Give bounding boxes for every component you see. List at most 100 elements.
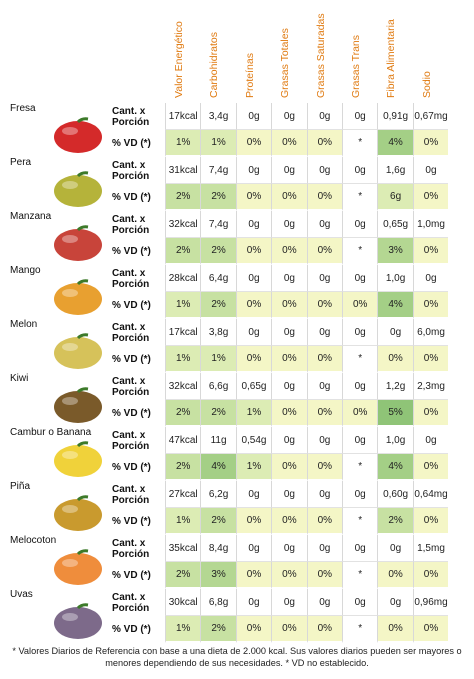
daily-value-cell: 0% xyxy=(306,562,342,589)
quantity-cell: 31kcal xyxy=(165,157,201,184)
daily-value-cell: 2% xyxy=(165,184,201,211)
quantity-cell: 0g xyxy=(271,157,307,184)
daily-value-cell: 0% xyxy=(271,400,307,427)
fruit-name: Piña xyxy=(10,481,31,492)
daily-value-cell: 2% xyxy=(200,292,236,319)
fruit-name: Cambur o Banana xyxy=(10,427,92,438)
quantity-cell: 0g xyxy=(235,319,272,346)
row-label: Cant. x Porción xyxy=(112,375,150,398)
daily-value-cell: 0% xyxy=(306,184,342,211)
daily-value-cell: 1% xyxy=(165,508,201,535)
quantity-cell: 1,0g xyxy=(377,265,413,292)
fruit-name: Melocoton xyxy=(10,535,57,546)
row-label: % VD (*) xyxy=(112,192,151,203)
quantity-cell: 0g xyxy=(235,103,272,130)
daily-value-cell: * xyxy=(342,238,378,265)
quantity-cell: 6,2g xyxy=(200,481,236,508)
daily-value-cell: 0% xyxy=(412,616,449,643)
row-label: % VD (*) xyxy=(112,624,151,635)
quantity-cell: 32kcal xyxy=(165,373,201,400)
quantity-cell: 0g xyxy=(342,589,378,616)
quantity-cell: 30kcal xyxy=(165,589,201,616)
row-label: Cant. x Porción xyxy=(112,213,150,236)
quantity-cell: 0g xyxy=(235,481,272,508)
daily-value-cell: * xyxy=(342,562,378,589)
daily-value-cell: 1% xyxy=(235,454,272,481)
quantity-cell: 0g xyxy=(412,265,449,292)
quantity-cell: 3,8g xyxy=(200,319,236,346)
column-header: Valor Energético xyxy=(173,21,185,98)
quantity-cell: 0g xyxy=(235,589,272,616)
row-label: Cant. x Porción xyxy=(112,159,150,182)
quantity-cell: 0,65g xyxy=(377,211,413,238)
daily-value-cell: 2% xyxy=(200,400,236,427)
row-label: Cant. x Porción xyxy=(112,267,150,290)
quantity-cell: 0g xyxy=(342,103,378,130)
quantity-cell: 6,6g xyxy=(200,373,236,400)
fruit-name: Mango xyxy=(10,265,41,276)
daily-value-cell: 2% xyxy=(200,184,236,211)
daily-value-cell: 0% xyxy=(271,346,307,373)
quantity-cell: 0g xyxy=(306,157,342,184)
daily-value-cell: 1% xyxy=(200,346,236,373)
quantity-cell: 0g xyxy=(306,481,342,508)
quantity-cell: 0g xyxy=(377,589,413,616)
daily-value-cell: 0% xyxy=(412,508,449,535)
quantity-cell: 0,91g xyxy=(377,103,413,130)
quantity-cell: 0g xyxy=(342,373,378,400)
quantity-cell: 0,60g xyxy=(377,481,413,508)
column-header: Sodio xyxy=(420,71,433,98)
daily-value-cell: 1% xyxy=(165,616,201,643)
daily-value-cell: 0% xyxy=(235,562,272,589)
daily-value-cell: 4% xyxy=(377,292,413,319)
daily-value-cell: 0% xyxy=(271,238,307,265)
quantity-cell: 0g xyxy=(235,265,272,292)
quantity-cell: 0g xyxy=(306,265,342,292)
column-header: Grasas Totales xyxy=(279,28,292,98)
daily-value-cell: 0% xyxy=(412,238,449,265)
quantity-cell: 0g xyxy=(235,157,272,184)
daily-value-cell: 4% xyxy=(200,454,236,481)
daily-value-cell: 0% xyxy=(306,508,342,535)
daily-value-cell: 3% xyxy=(200,562,236,589)
quantity-cell: 0g xyxy=(271,481,307,508)
daily-value-cell: 2% xyxy=(165,238,201,265)
daily-value-cell: * xyxy=(342,616,378,643)
fruit-image xyxy=(54,225,102,261)
daily-value-cell: 0% xyxy=(235,184,272,211)
column-header: Carbohidratos xyxy=(208,32,221,98)
column-header: Grasas Saturadas xyxy=(314,13,327,98)
daily-value-cell: 0% xyxy=(377,346,413,373)
quantity-cell: 0g xyxy=(271,103,307,130)
daily-value-cell: 0% xyxy=(342,400,378,427)
quantity-cell: 0g xyxy=(271,265,307,292)
daily-value-cell: 0% xyxy=(306,238,342,265)
daily-value-cell: * xyxy=(342,346,378,373)
fruit-name: Melon xyxy=(10,319,38,330)
quantity-cell: 0g xyxy=(377,319,413,346)
fruit-name: Pera xyxy=(10,157,32,168)
daily-value-cell: 0% xyxy=(235,346,272,373)
daily-value-cell: 0% xyxy=(271,292,307,319)
fruit-image xyxy=(54,495,102,531)
daily-value-cell: 0% xyxy=(412,346,449,373)
daily-value-cell: 2% xyxy=(200,238,236,265)
fruit-image xyxy=(54,387,102,423)
daily-value-cell: 1% xyxy=(165,130,201,157)
row-label: Cant. x Porción xyxy=(112,105,150,128)
daily-value-cell: 1% xyxy=(235,400,272,427)
quantity-cell: 0,54g xyxy=(235,427,272,454)
quantity-cell: 0g xyxy=(412,427,449,454)
fruit-image xyxy=(54,171,102,207)
row-label: % VD (*) xyxy=(112,354,151,365)
fruit-image xyxy=(54,117,102,153)
quantity-cell: 0,96mg xyxy=(412,589,449,616)
quantity-cell: 0,65g xyxy=(235,373,272,400)
row-label: % VD (*) xyxy=(112,516,151,527)
daily-value-cell: 2% xyxy=(377,508,413,535)
row-label: Cant. x Porción xyxy=(112,483,150,506)
daily-value-cell: 0% xyxy=(412,400,449,427)
quantity-cell: 7,4g xyxy=(200,157,236,184)
quantity-cell: 0g xyxy=(306,589,342,616)
